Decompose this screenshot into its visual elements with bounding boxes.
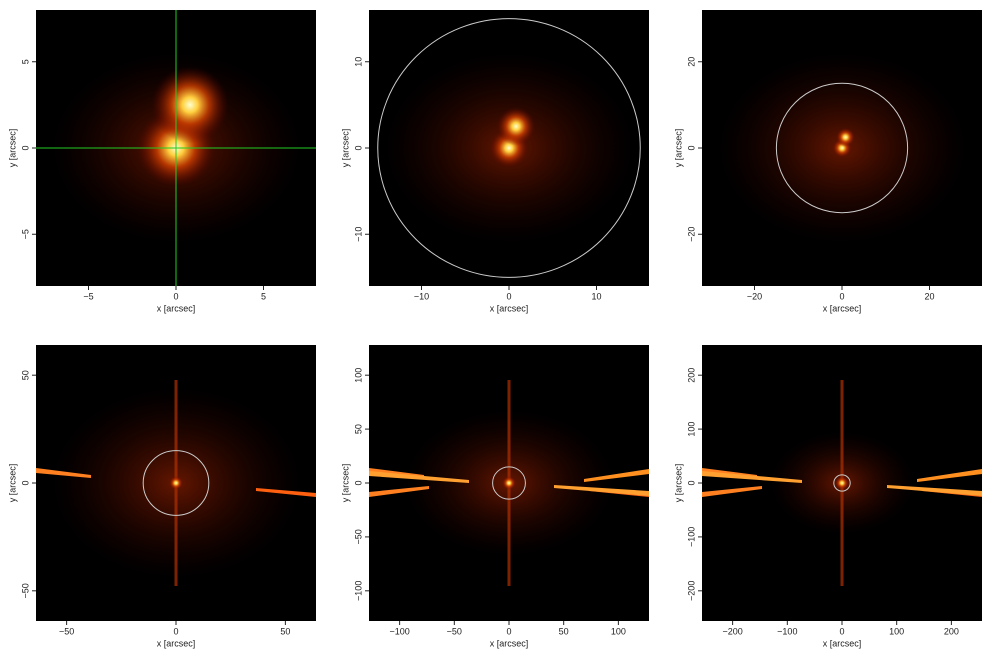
y-tick-label: −200: [686, 581, 696, 601]
y-tick-label: 0: [20, 145, 30, 150]
y-tick-label: 0: [20, 480, 30, 485]
extraction-circle: [142, 450, 210, 516]
y-tick-label: 5: [20, 59, 30, 64]
source: [835, 476, 849, 490]
x-axis-label: x [arcsec]: [157, 638, 196, 648]
y-tick-label: −100: [353, 581, 363, 601]
arc-streak: [584, 469, 649, 482]
y-tick-label: 200: [686, 368, 696, 383]
arc-streak: [702, 486, 762, 497]
y-tick-label: −100: [686, 527, 696, 547]
y-tick-label: 50: [20, 370, 30, 380]
extraction-circle: [492, 466, 526, 500]
x-tick-label: 100: [611, 626, 626, 636]
y-tick-label: 0: [686, 145, 696, 150]
x-tick-label: −200: [722, 626, 742, 636]
x-axis-label: x [arcsec]: [490, 303, 529, 313]
arc-streak: [36, 468, 91, 478]
arc-streak: [554, 485, 649, 496]
arc-streak: [369, 471, 469, 483]
x-tick-label: 50: [280, 626, 290, 636]
x-tick-label: −50: [447, 626, 462, 636]
x-tick-label: −10: [414, 291, 429, 301]
x-tick-label: −50: [59, 626, 74, 636]
y-tick-label: 10: [353, 57, 363, 67]
x-axis-label: x [arcsec]: [823, 638, 862, 648]
extraction-circle: [377, 18, 641, 278]
y-tick-label: −50: [20, 583, 30, 598]
y-tick-label: 0: [686, 480, 696, 485]
x-axis-label: x [arcsec]: [490, 638, 529, 648]
y-axis-label: y [arcsec]: [340, 464, 350, 503]
x-tick-label: 200: [944, 626, 959, 636]
arc-streak: [887, 485, 982, 496]
source: [151, 66, 229, 144]
y-tick-label: 100: [686, 422, 696, 437]
y-tick-label: 20: [686, 57, 696, 67]
x-tick-label: 5: [261, 291, 266, 301]
y-tick-label: 0: [353, 145, 363, 150]
x-tick-label: 0: [173, 626, 178, 636]
source: [502, 476, 516, 490]
source: [496, 107, 536, 146]
y-tick-label: −20: [686, 227, 696, 242]
x-axis-label: x [arcsec]: [823, 303, 862, 313]
y-tick-label: 0: [353, 480, 363, 485]
x-tick-label: −100: [389, 626, 409, 636]
y-tick-label: 50: [353, 424, 363, 434]
x-tick-label: 0: [839, 291, 844, 301]
y-axis-label: y [arcsec]: [7, 464, 17, 503]
y-tick-label: −50: [353, 529, 363, 544]
y-tick-label: −5: [20, 229, 30, 239]
extraction-circle: [775, 82, 909, 214]
y-axis-label: y [arcsec]: [7, 129, 17, 168]
extraction-circle: [833, 474, 851, 492]
x-tick-label: 10: [591, 291, 601, 301]
arc-streak: [369, 486, 429, 497]
x-tick-label: 0: [506, 291, 511, 301]
arc-streak: [702, 471, 802, 483]
x-tick-label: −100: [777, 626, 797, 636]
x-tick-label: 0: [173, 291, 178, 301]
y-tick-label: 100: [353, 368, 363, 383]
source: [835, 127, 856, 147]
x-tick-label: 0: [506, 626, 511, 636]
y-axis-label: y [arcsec]: [673, 464, 683, 503]
y-axis-label: y [arcsec]: [673, 129, 683, 168]
y-axis-label: y [arcsec]: [340, 129, 350, 168]
x-tick-label: 100: [889, 626, 904, 636]
x-tick-label: 0: [839, 626, 844, 636]
x-axis-label: x [arcsec]: [157, 303, 196, 313]
x-tick-label: −5: [83, 291, 93, 301]
arc-streak: [256, 488, 316, 497]
x-tick-label: 20: [924, 291, 934, 301]
x-tick-label: −20: [747, 291, 762, 301]
y-tick-label: −10: [353, 227, 363, 242]
arc-streak: [917, 469, 982, 482]
source: [169, 476, 183, 490]
x-tick-label: 50: [559, 626, 569, 636]
